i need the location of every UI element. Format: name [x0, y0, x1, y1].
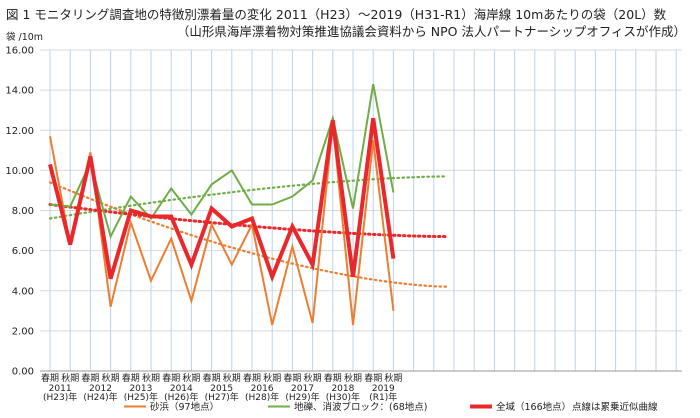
- season-label: 春期: [203, 372, 221, 384]
- series-line: [48, 117, 396, 283]
- y-axis-ticks: 0.00 2.00 4.00 6.00 8.00 10.00 12.00 14.00 16.00: [5, 46, 34, 378]
- trend-line: [48, 175, 449, 220]
- season-label: 春期: [324, 372, 342, 384]
- season-label: 春期: [283, 372, 301, 384]
- year-label: 2019: [372, 384, 395, 394]
- year-label: 2015: [210, 384, 233, 394]
- season-label: 春期: [122, 372, 140, 384]
- year-label: 2017: [291, 384, 314, 394]
- year-label: 2018: [331, 384, 354, 394]
- season-label: 秋期: [384, 372, 402, 384]
- season-label: 秋期: [61, 372, 79, 384]
- y-tick-label: 14.00: [5, 86, 34, 97]
- year-label: 2016: [251, 384, 274, 394]
- season-label: 春期: [243, 372, 261, 384]
- season-label: 秋期: [182, 372, 200, 384]
- era-label: (H29)年: [285, 391, 319, 403]
- year-label: 2011: [49, 384, 72, 394]
- y-tick-label: 8.00: [12, 206, 34, 217]
- legend-label: 砂浜（97地点）: [150, 401, 219, 413]
- season-label: 春期: [41, 372, 59, 384]
- season-label: 春期: [162, 372, 180, 384]
- era-label: (H25)年: [124, 391, 158, 403]
- trend-line: [48, 203, 449, 239]
- trend-lines: [48, 175, 449, 288]
- legend: 砂浜（97地点） 地礫、消波ブロック：(68地点) 全域（166地点） 点線は累乗近似…: [124, 401, 658, 413]
- era-label: (H24)年: [83, 391, 117, 403]
- era-label: (H30)年: [326, 391, 360, 403]
- season-label: 秋期: [304, 372, 322, 384]
- series-lines: [48, 83, 396, 326]
- y-tick-label: 12.00: [5, 126, 34, 137]
- era-label: (H23)年: [43, 391, 77, 403]
- season-label: 春期: [364, 372, 382, 384]
- y-tick-label: 2.00: [12, 326, 34, 337]
- year-label: 2014: [170, 384, 193, 394]
- chart-title-line1: 図 1 モニタリング調査地の特徴別漂着量の変化 2011（H23）～2019（H…: [6, 7, 667, 22]
- era-label: (H26)年: [164, 391, 198, 403]
- legend-label: 地礫、消波ブロック：(68地点): [294, 401, 428, 413]
- season-label: 秋期: [344, 372, 362, 384]
- y-axis-unit: 袋 /10m: [6, 32, 44, 43]
- era-label: (R1)年: [369, 391, 397, 403]
- y-tick-label: 6.00: [12, 246, 34, 257]
- x-axis-labels: 春期 秋期 春期 秋期 春期 秋期 春期 秋期 春期 秋期 春期 秋期 春期 秋期 春期 秋期 春期 秋期2011…: [41, 372, 402, 403]
- y-tick-label: 16.00: [5, 46, 34, 57]
- season-label: 秋期: [223, 372, 241, 384]
- legend-label: 全域（166地点）: [496, 401, 571, 413]
- y-tick-label: 10.00: [5, 166, 34, 177]
- season-label: 秋期: [142, 372, 160, 384]
- season-label: 春期: [81, 372, 99, 384]
- legend-note: 点線は累乗近似曲線: [572, 401, 658, 413]
- chart-title-line2: （山形県海岸漂着物対策推進協議会資料から NPO 法人パートナーシップオフィスが…: [176, 24, 686, 39]
- grid: [40, 49, 682, 372]
- season-label: 秋期: [263, 372, 281, 384]
- era-label: (H28)年: [245, 391, 279, 403]
- year-label: 2012: [89, 384, 112, 394]
- y-tick-label: 4.00: [12, 286, 34, 297]
- era-label: (H27)年: [205, 391, 239, 403]
- year-label: 2013: [129, 384, 152, 394]
- y-tick-label: 0.00: [12, 367, 34, 378]
- season-label: 秋期: [102, 372, 120, 384]
